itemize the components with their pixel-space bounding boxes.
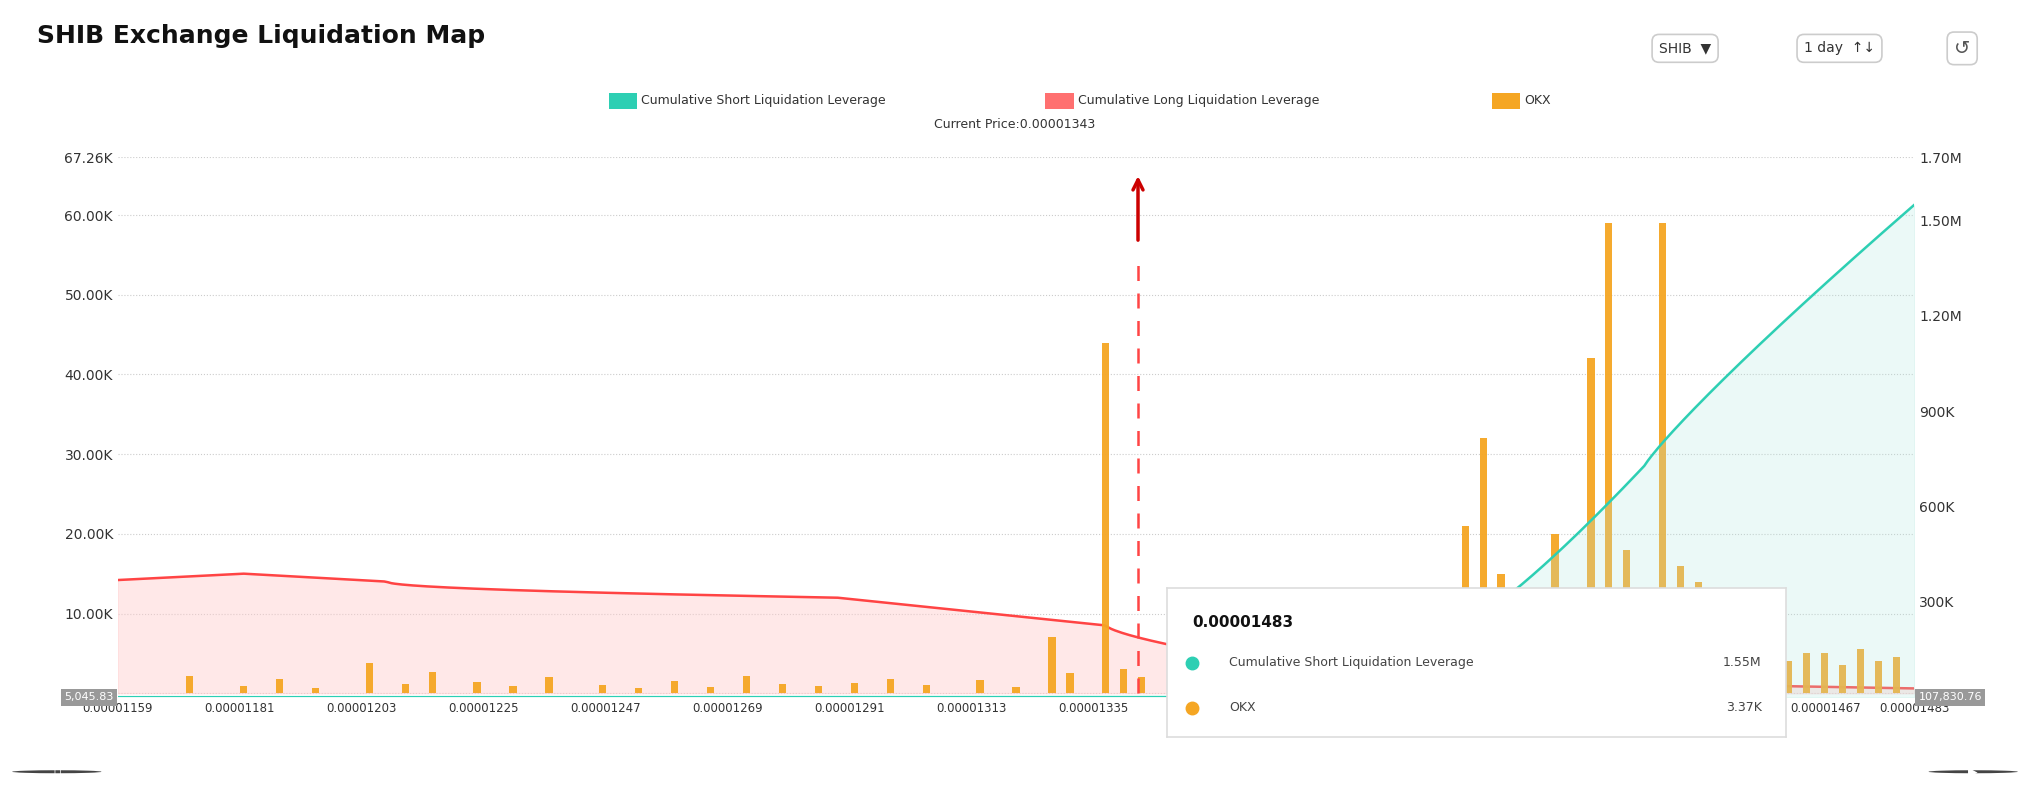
Bar bbox=[1640, 597, 1648, 693]
Bar bbox=[1299, 658, 1307, 693]
Bar bbox=[1443, 654, 1451, 693]
Bar bbox=[402, 683, 408, 693]
Text: ⏸: ⏸ bbox=[53, 765, 61, 779]
Bar bbox=[1516, 613, 1522, 693]
Bar bbox=[1803, 654, 1811, 693]
Bar bbox=[1624, 550, 1630, 693]
Text: SHIB Exchange Liquidation Map: SHIB Exchange Liquidation Map bbox=[37, 24, 485, 48]
Bar bbox=[1784, 662, 1792, 693]
Bar bbox=[780, 684, 786, 693]
Bar bbox=[1839, 665, 1845, 693]
Circle shape bbox=[12, 771, 102, 773]
Bar bbox=[1102, 343, 1110, 693]
Text: ▶: ▶ bbox=[1969, 765, 1977, 779]
Bar bbox=[922, 685, 930, 693]
Text: OKX: OKX bbox=[1525, 94, 1551, 107]
Bar bbox=[851, 683, 859, 693]
Bar bbox=[599, 685, 607, 693]
Bar bbox=[1732, 646, 1738, 693]
Text: SHIB  ▼: SHIB ▼ bbox=[1659, 41, 1711, 56]
Bar bbox=[1677, 566, 1685, 693]
Bar bbox=[1281, 669, 1289, 693]
Bar bbox=[887, 679, 893, 693]
Bar bbox=[1354, 650, 1360, 693]
Bar bbox=[313, 688, 319, 693]
Bar bbox=[1013, 687, 1019, 693]
Bar bbox=[1876, 662, 1882, 693]
Bar bbox=[1047, 638, 1056, 693]
Bar bbox=[428, 672, 436, 693]
Bar bbox=[1372, 597, 1378, 693]
Bar bbox=[635, 688, 641, 693]
Bar bbox=[1480, 438, 1486, 693]
Bar bbox=[1750, 654, 1756, 693]
Text: 5,045.83: 5,045.83 bbox=[65, 692, 114, 702]
Bar bbox=[1606, 223, 1612, 693]
Bar bbox=[1407, 621, 1415, 693]
Bar bbox=[1121, 669, 1127, 693]
Bar bbox=[1857, 650, 1864, 693]
Text: Current Price:0.00001343: Current Price:0.00001343 bbox=[934, 118, 1096, 131]
Bar bbox=[1317, 646, 1326, 693]
Text: Cumulative Long Liquidation Leverage: Cumulative Long Liquidation Leverage bbox=[1078, 94, 1320, 107]
Bar bbox=[1766, 638, 1774, 693]
Bar bbox=[1892, 658, 1900, 693]
Bar bbox=[1066, 673, 1074, 693]
Bar bbox=[814, 686, 822, 693]
Bar bbox=[672, 681, 678, 693]
Bar bbox=[1569, 590, 1577, 693]
Bar bbox=[1336, 629, 1344, 693]
Bar bbox=[187, 675, 193, 693]
Bar bbox=[1821, 654, 1829, 693]
Bar bbox=[510, 686, 516, 693]
Bar bbox=[473, 682, 481, 693]
Bar bbox=[1498, 574, 1504, 693]
Bar bbox=[1713, 629, 1719, 693]
Text: 107,830.76: 107,830.76 bbox=[1918, 692, 1981, 702]
Text: 1 day  ↑↓: 1 day ↑↓ bbox=[1805, 41, 1876, 56]
Bar bbox=[1462, 526, 1470, 693]
Bar bbox=[1587, 359, 1594, 693]
Text: OKX: OKX bbox=[1228, 701, 1257, 714]
Bar bbox=[743, 675, 751, 693]
Bar bbox=[1139, 677, 1145, 693]
Bar bbox=[1173, 665, 1181, 693]
Bar bbox=[365, 663, 374, 693]
Text: ↺: ↺ bbox=[1955, 39, 1971, 58]
Bar bbox=[706, 687, 715, 693]
Bar bbox=[976, 680, 985, 693]
Bar bbox=[240, 686, 248, 693]
Text: 1.55M: 1.55M bbox=[1723, 656, 1762, 670]
Bar bbox=[1228, 681, 1234, 693]
Bar bbox=[546, 677, 552, 693]
Text: Cumulative Short Liquidation Leverage: Cumulative Short Liquidation Leverage bbox=[641, 94, 887, 107]
Bar bbox=[1265, 654, 1271, 693]
Bar bbox=[1695, 582, 1703, 693]
Bar bbox=[1425, 638, 1433, 693]
Bar bbox=[1391, 662, 1397, 693]
Bar bbox=[1659, 223, 1667, 693]
Text: Cumulative Short Liquidation Leverage: Cumulative Short Liquidation Leverage bbox=[1228, 656, 1474, 670]
Bar bbox=[1210, 677, 1218, 693]
Bar bbox=[1551, 534, 1559, 693]
Circle shape bbox=[1928, 771, 2018, 773]
Text: 0.00001483: 0.00001483 bbox=[1192, 615, 1293, 630]
Bar bbox=[276, 679, 282, 693]
Text: 3.37K: 3.37K bbox=[1726, 701, 1762, 714]
